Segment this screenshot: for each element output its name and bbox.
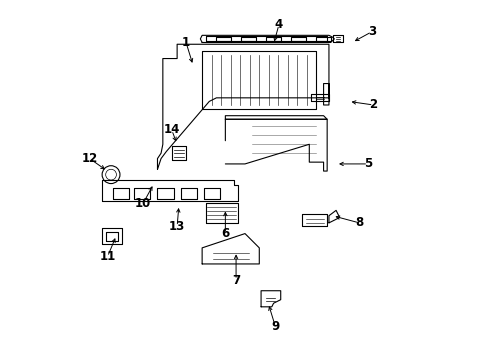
Text: 8: 8	[355, 216, 364, 229]
Text: 4: 4	[275, 18, 283, 31]
Text: 14: 14	[164, 123, 180, 136]
Text: 10: 10	[135, 197, 151, 210]
Text: 13: 13	[169, 220, 185, 233]
Text: 5: 5	[364, 157, 372, 170]
Text: 6: 6	[221, 227, 229, 240]
Text: 11: 11	[99, 250, 116, 263]
Text: 9: 9	[271, 320, 279, 333]
Text: 7: 7	[232, 274, 240, 287]
Text: 3: 3	[368, 25, 376, 38]
Text: 1: 1	[182, 36, 190, 49]
Text: 12: 12	[81, 152, 98, 165]
Text: 2: 2	[369, 99, 378, 112]
